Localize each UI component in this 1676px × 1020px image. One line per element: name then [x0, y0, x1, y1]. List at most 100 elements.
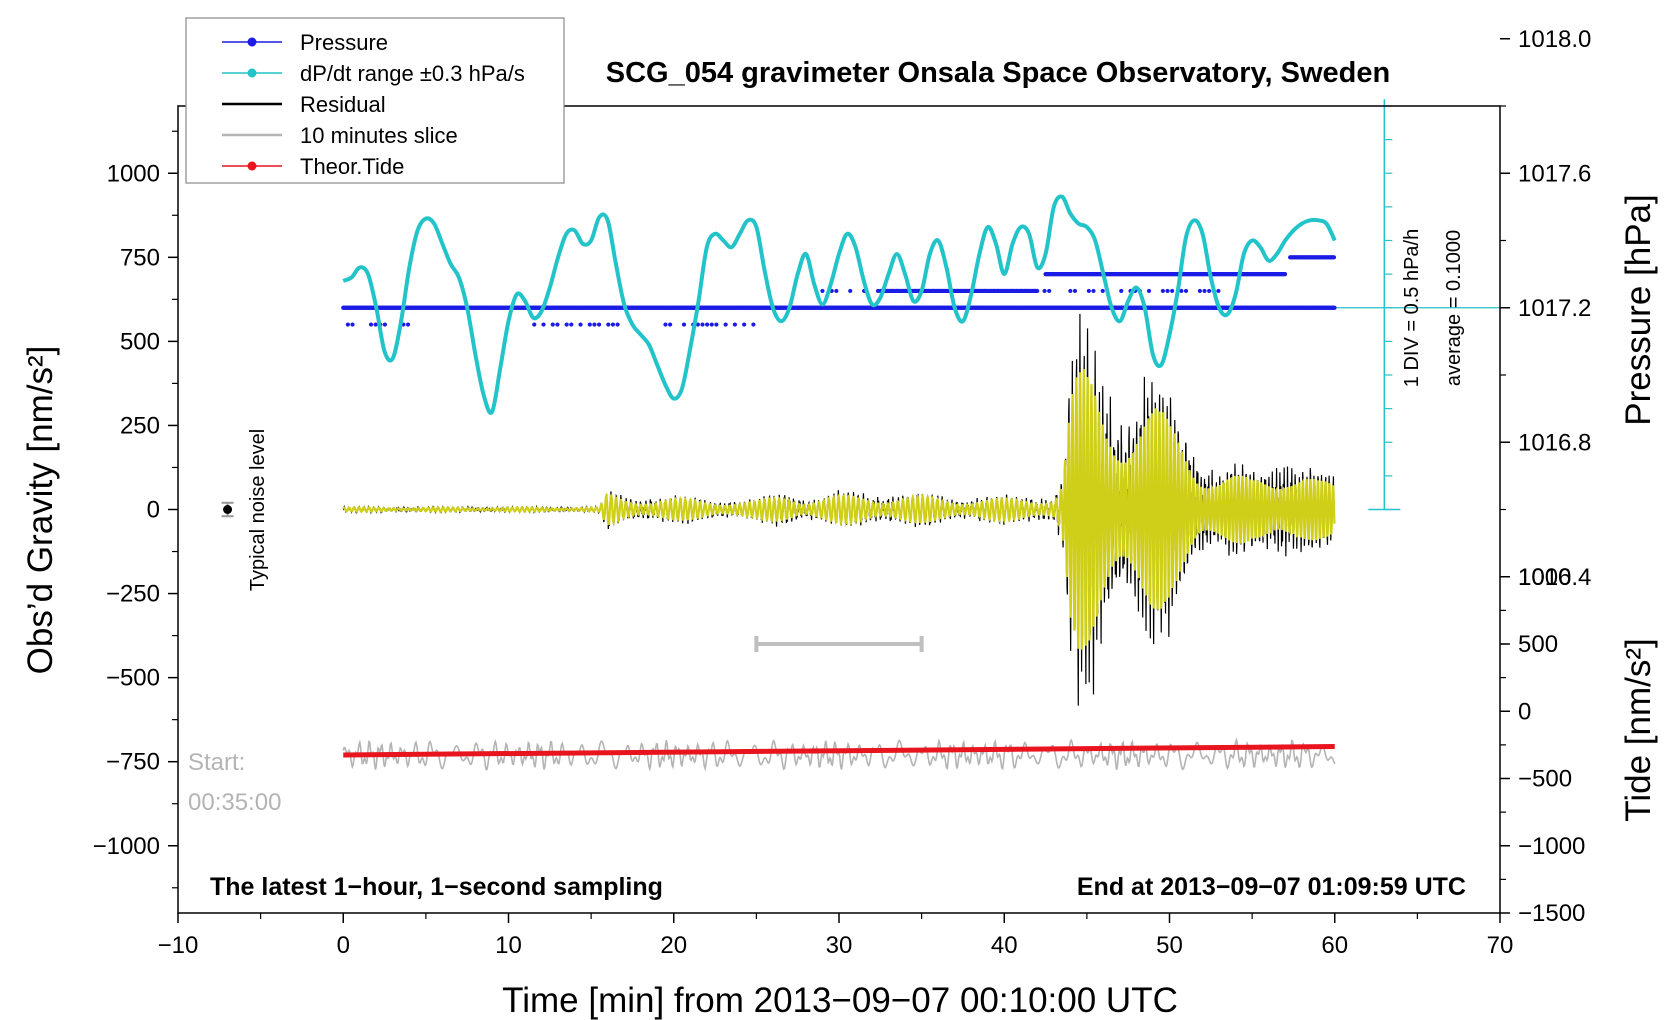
- pressure-point: [834, 288, 839, 294]
- pressure-tick-label: 1016.4: [1518, 564, 1591, 591]
- pressure-point: [820, 288, 825, 294]
- x-tick-label: 70: [1487, 932, 1514, 959]
- pressure-point: [709, 322, 714, 327]
- pressure-point: [1282, 272, 1288, 277]
- pressure-point: [555, 322, 560, 327]
- dpdt-scale-label: 1 DIV = 0.5 hPa/h: [1401, 229, 1423, 387]
- legend: Pressure dP/dt range ±0.3 hPa/s Residual 10…: [185, 17, 565, 184]
- pressure-level: [532, 322, 620, 327]
- pressure-point: [1179, 288, 1184, 294]
- pressure-point: [848, 288, 853, 294]
- pressure-point: [663, 322, 668, 327]
- legend-entry: Pressure: [222, 30, 388, 55]
- y-left-tick-label: −500: [106, 665, 160, 692]
- y-axis-tide-ticks: 1000 500 0 −500 −1000 −1500: [1500, 564, 1585, 927]
- y-left-tick-label: 0: [147, 497, 160, 524]
- pressure-point: [723, 322, 728, 327]
- x-tick-label: 0: [337, 932, 350, 959]
- pressure-level: [1068, 288, 1221, 294]
- pressure-point: [742, 322, 747, 327]
- legend-label: Residual: [300, 92, 386, 117]
- x-tick-label: −10: [158, 932, 199, 959]
- legend-box: [185, 17, 565, 184]
- end-time-note: End at 2013−09−07 01:09:59 UTC: [1077, 873, 1466, 901]
- y-left-tick-label: 750: [120, 244, 160, 271]
- tide-tick-label: 500: [1518, 631, 1558, 658]
- pressure-point: [1035, 288, 1040, 294]
- pressure-point: [368, 322, 374, 327]
- pressure-point: [1202, 288, 1207, 294]
- pressure-point: [382, 322, 387, 327]
- y-left-tick-label: 250: [120, 412, 160, 439]
- tide-tick-label: −1000: [1518, 833, 1585, 860]
- pressure-point: [1207, 288, 1212, 294]
- tide-tick-label: −500: [1518, 766, 1572, 793]
- x-tick-label: 10: [495, 932, 522, 959]
- legend-entry: 10 minutes slice: [222, 123, 458, 148]
- y-axis-left-label: Obs’d Gravity [nm/s²]: [21, 346, 60, 675]
- legend-entry: Residual: [222, 92, 386, 117]
- pressure-point: [615, 322, 620, 327]
- pressure-point: [578, 322, 583, 327]
- pressure-level: [1288, 255, 1337, 260]
- legend-swatch-marker: [247, 161, 257, 171]
- tide-line: [343, 744, 1335, 758]
- y-left-tick-label: 1000: [107, 160, 160, 187]
- x-tick-label: 50: [1156, 932, 1183, 959]
- sampling-note: The latest 1−hour, 1−second sampling: [210, 873, 663, 901]
- start-label: Start:: [188, 749, 245, 776]
- legend-entry: Theor.Tide: [222, 154, 404, 179]
- y-axis-pressure-label: Pressure [hPa]: [1619, 194, 1658, 426]
- pressure-point: [532, 322, 537, 327]
- tide-tick-label: 1000: [1518, 564, 1571, 591]
- pressure-point: [1091, 288, 1096, 294]
- start-time-label: 00:35:00: [188, 789, 281, 816]
- plot-layer: [221, 99, 1500, 772]
- pressure-point: [350, 322, 355, 327]
- pressure-point: [1068, 288, 1073, 294]
- pressure-point: [705, 322, 710, 327]
- pressure-point: [1146, 288, 1152, 294]
- pressure-point: [569, 322, 574, 327]
- dpdt-average-label: average = 0.1000: [1443, 230, 1465, 386]
- legend-label: Pressure: [300, 30, 388, 55]
- pressure-point: [596, 322, 602, 327]
- pressure-point: [751, 322, 756, 327]
- pressure-point: [1170, 288, 1175, 294]
- x-axis-ticks: −10 0 10 20 30 40 50 60 70: [158, 913, 1514, 959]
- y-left-tick-label: 500: [120, 328, 160, 355]
- pressure-point: [668, 322, 673, 327]
- pressure-tick-label: 1016.8: [1518, 429, 1591, 456]
- pressure-point: [405, 322, 411, 327]
- pressure-point: [592, 322, 597, 327]
- pressure-point: [681, 322, 687, 327]
- pressure-point: [1042, 288, 1047, 294]
- legend-swatch-marker: [247, 37, 257, 47]
- x-axis-label: Time [min] from 2013−09−07 00:10:00 UTC: [502, 981, 1178, 1020]
- tide-tick-label: 0: [1518, 698, 1531, 725]
- pressure-point: [1119, 288, 1124, 294]
- pressure-point: [695, 322, 700, 327]
- pressure-point: [1086, 288, 1091, 294]
- filtered-residual-line: [342, 369, 1336, 650]
- tide-tick-label: −1500: [1518, 900, 1585, 927]
- pressure-tick-label: 1018.0: [1518, 26, 1591, 53]
- pressure-tick-label: 1017.2: [1518, 295, 1591, 322]
- pressure-point: [1047, 288, 1052, 294]
- y-left-tick-label: −1000: [93, 833, 160, 860]
- pressure-point: [700, 322, 705, 327]
- pressure-level: [341, 305, 1337, 310]
- pressure-point: [1183, 288, 1189, 294]
- pressure-point: [1332, 305, 1337, 310]
- legend-label: Theor.Tide: [300, 154, 404, 179]
- y-left-tick-label: −750: [106, 749, 160, 776]
- y-axis-left-ticks: 1000 750 500 250 0 −250 −500 −750 −1000: [93, 130, 178, 889]
- pressure-point: [373, 322, 378, 327]
- legend-entry: dP/dt range ±0.3 hPa/s: [222, 61, 525, 86]
- noise-level-label: Typical noise level: [247, 429, 269, 591]
- pressure-level: [878, 288, 1040, 294]
- pressure-point: [1165, 288, 1170, 294]
- pressure-point: [345, 322, 350, 327]
- pressure-point: [606, 322, 611, 327]
